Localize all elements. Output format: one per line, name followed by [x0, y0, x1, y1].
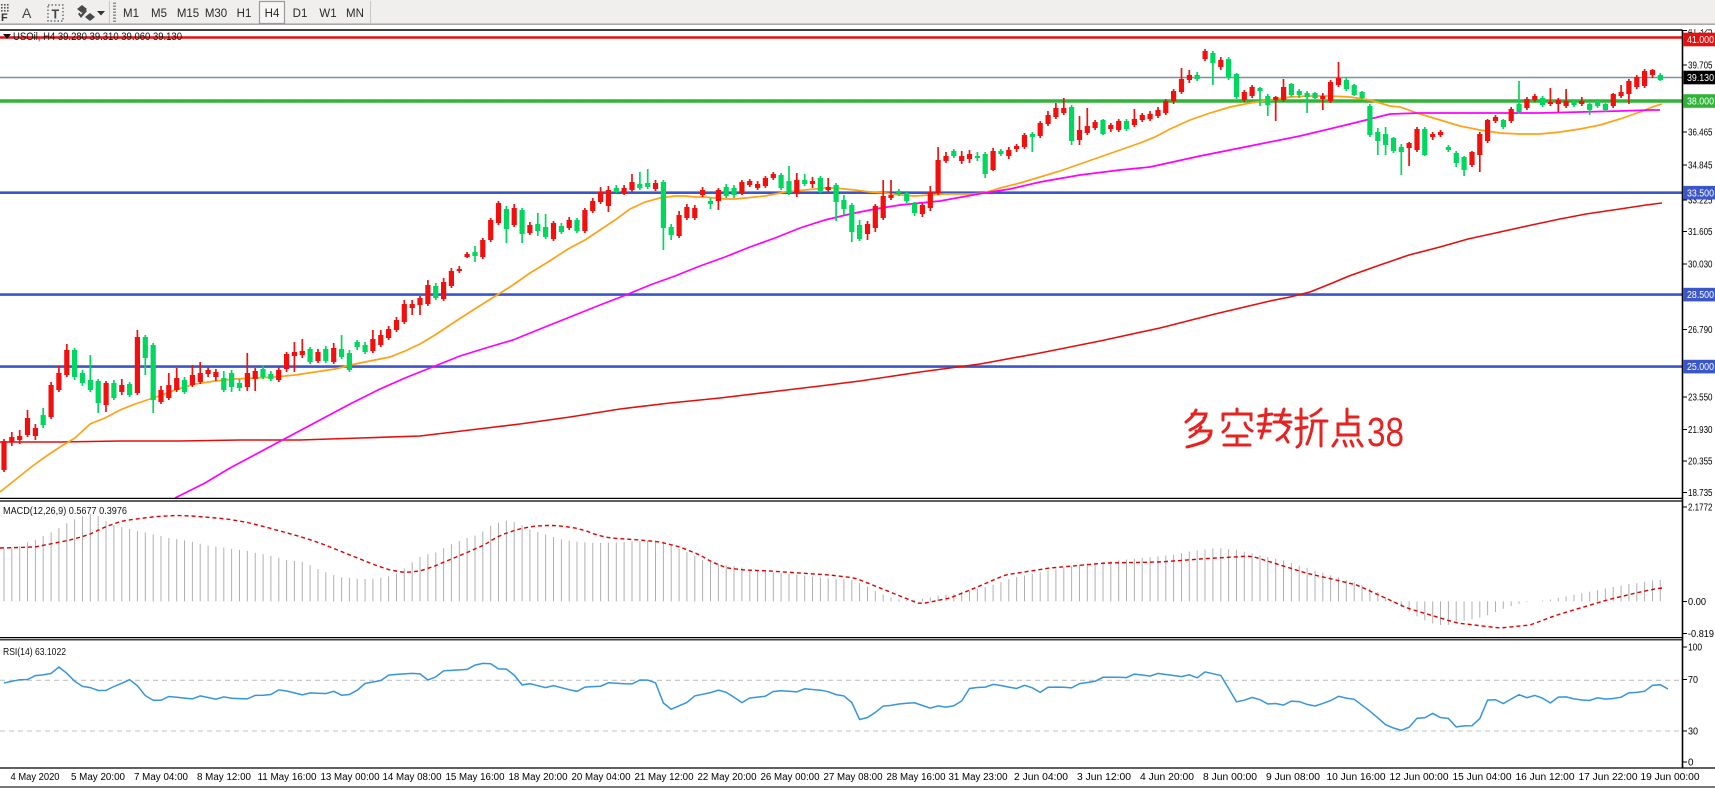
svg-text:38.000: 38.000: [1687, 97, 1714, 108]
svg-text:26.790: 26.790: [1688, 325, 1713, 336]
svg-text:16 Jun 12:00: 16 Jun 12:00: [1516, 772, 1575, 783]
svg-text:31 May 23:00: 31 May 23:00: [949, 772, 1008, 783]
svg-text:20 May 04:00: 20 May 04:00: [572, 772, 631, 783]
svg-text:8 May 12:00: 8 May 12:00: [197, 772, 251, 783]
svg-text:W1: W1: [319, 8, 336, 20]
svg-text:5 May 20:00: 5 May 20:00: [71, 772, 125, 783]
svg-text:13 May 00:00: 13 May 00:00: [321, 772, 380, 783]
svg-text:9 Jun 08:00: 9 Jun 08:00: [1266, 772, 1320, 783]
svg-text:H1: H1: [237, 8, 252, 20]
svg-text:M1: M1: [123, 8, 139, 20]
svg-text:2.1772: 2.1772: [1688, 503, 1713, 514]
svg-text:26 May 00:00: 26 May 00:00: [761, 772, 820, 783]
svg-text:41.000: 41.000: [1687, 35, 1714, 46]
svg-text:MN: MN: [346, 8, 364, 20]
svg-text:100: 100: [1688, 643, 1702, 654]
svg-text:28.500: 28.500: [1687, 290, 1714, 301]
svg-text:41.325: 41.325: [1688, 26, 1713, 37]
svg-text:T: T: [52, 8, 60, 22]
svg-text:23.550: 23.550: [1688, 393, 1713, 404]
svg-text:D1: D1: [293, 8, 308, 20]
svg-text:MACD(12,26,9) 0.5677 0.3976: MACD(12,26,9) 0.5677 0.3976: [3, 506, 127, 517]
svg-text:M30: M30: [205, 8, 227, 20]
svg-text:30: 30: [1688, 727, 1698, 738]
svg-text:4 May 2020: 4 May 2020: [11, 772, 60, 783]
svg-text:31.605: 31.605: [1688, 227, 1713, 238]
svg-text:38: 38: [1367, 409, 1404, 455]
svg-text:15 Jun 04:00: 15 Jun 04:00: [1453, 772, 1512, 783]
svg-text:M5: M5: [151, 8, 167, 20]
svg-text:A: A: [22, 5, 32, 21]
svg-text:12 Jun 00:00: 12 Jun 00:00: [1390, 772, 1449, 783]
svg-text:10 Jun 16:00: 10 Jun 16:00: [1327, 772, 1386, 783]
svg-text:14 May 08:00: 14 May 08:00: [383, 772, 442, 783]
svg-text:11 May 16:00: 11 May 16:00: [258, 772, 317, 783]
svg-text:18 May 20:00: 18 May 20:00: [509, 772, 568, 783]
svg-text:30.030: 30.030: [1688, 260, 1713, 271]
svg-text:USOil, H4 39.280 39.310 39.06: USOil, H4 39.280 39.310 39.060 39.130: [13, 31, 182, 43]
svg-text:20.355: 20.355: [1688, 457, 1713, 468]
svg-text:33.500: 33.500: [1687, 188, 1714, 199]
svg-text:M15: M15: [177, 8, 199, 20]
svg-text:H4: H4: [265, 8, 280, 20]
svg-text:0.00: 0.00: [1688, 597, 1706, 608]
svg-text:4 Jun 20:00: 4 Jun 20:00: [1140, 772, 1194, 783]
svg-text:39.705: 39.705: [1688, 61, 1713, 72]
svg-text:2 Jun 04:00: 2 Jun 04:00: [1014, 772, 1068, 783]
svg-text:RSI(14) 63.1022: RSI(14) 63.1022: [3, 647, 66, 658]
svg-text:33.225: 33.225: [1688, 196, 1713, 207]
svg-text:F: F: [1, 12, 8, 24]
svg-text:39.130: 39.130: [1687, 73, 1714, 84]
svg-text:7 May 04:00: 7 May 04:00: [134, 772, 188, 783]
svg-text:70: 70: [1688, 675, 1698, 686]
svg-text:15 May 16:00: 15 May 16:00: [446, 772, 505, 783]
svg-text:-0.819: -0.819: [1688, 629, 1714, 640]
svg-text:25.000: 25.000: [1687, 362, 1714, 373]
svg-text:17 Jun 22:00: 17 Jun 22:00: [1579, 772, 1638, 783]
svg-text:19 Jun 00:00: 19 Jun 00:00: [1641, 772, 1700, 783]
svg-text:22 May 20:00: 22 May 20:00: [698, 772, 757, 783]
svg-text:21 May 12:00: 21 May 12:00: [635, 772, 694, 783]
svg-text:21.930: 21.930: [1688, 425, 1713, 436]
svg-text:36.465: 36.465: [1688, 128, 1713, 139]
svg-text:34.845: 34.845: [1688, 161, 1713, 172]
svg-text:3 Jun 12:00: 3 Jun 12:00: [1077, 772, 1131, 783]
svg-text:28 May 16:00: 28 May 16:00: [887, 772, 946, 783]
svg-text:0: 0: [1688, 758, 1694, 769]
svg-text:18.735: 18.735: [1688, 488, 1713, 499]
svg-text:8 Jun 00:00: 8 Jun 00:00: [1203, 772, 1257, 783]
svg-text:27 May 08:00: 27 May 08:00: [824, 772, 883, 783]
